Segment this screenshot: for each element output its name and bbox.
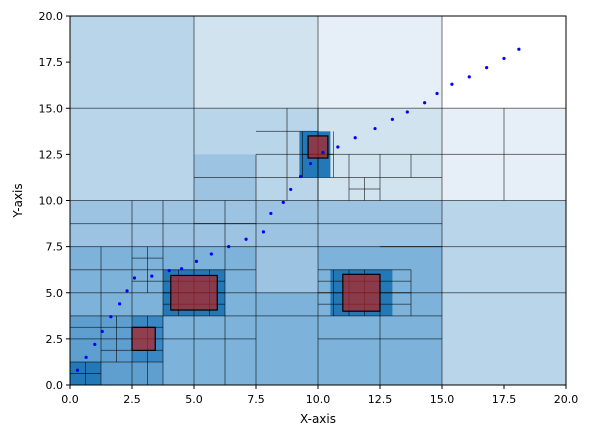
data-point bbox=[308, 162, 313, 166]
data-point bbox=[502, 56, 506, 61]
data-point bbox=[180, 267, 184, 271]
data-point bbox=[84, 355, 88, 359]
data-point bbox=[150, 274, 154, 278]
highlight-region bbox=[131, 326, 156, 352]
highlight-region bbox=[170, 274, 218, 311]
y-tick-label: 17.5 bbox=[39, 56, 64, 69]
data-point bbox=[209, 252, 213, 256]
x-tick-label: 17.5 bbox=[492, 393, 517, 406]
y-tick-label: 15.0 bbox=[39, 102, 64, 115]
data-point bbox=[373, 126, 377, 131]
density-cell bbox=[442, 16, 566, 109]
data-point bbox=[353, 136, 357, 140]
x-axis-label: X-axis bbox=[300, 412, 336, 426]
data-point bbox=[75, 368, 80, 372]
x-tick-label: 20.0 bbox=[554, 393, 579, 406]
data-point bbox=[244, 237, 248, 241]
x-axis-ticks: 0.0 2.5 5.0 7.5 10.0 12.5 15.0 17.5 20.0 bbox=[61, 385, 578, 406]
y-axis-ticks: 0.0 2.5 5.0 7.5 10.0 12.5 15.0 17.5 20.0 bbox=[39, 10, 70, 392]
data-point bbox=[435, 91, 439, 96]
data-point bbox=[405, 110, 409, 114]
data-point bbox=[485, 66, 489, 70]
x-tick-label: 7.5 bbox=[247, 393, 265, 406]
y-tick-label: 20.0 bbox=[39, 10, 64, 23]
data-point bbox=[321, 150, 325, 155]
data-point bbox=[132, 276, 137, 280]
y-tick-label: 7.5 bbox=[46, 241, 64, 254]
x-tick-label: 2.5 bbox=[123, 393, 141, 406]
data-point bbox=[299, 174, 303, 179]
data-point bbox=[194, 259, 199, 263]
data-point bbox=[261, 230, 266, 234]
x-tick-label: 15.0 bbox=[430, 393, 455, 406]
data-point bbox=[423, 101, 427, 105]
data-point bbox=[390, 117, 394, 121]
data-point bbox=[118, 302, 122, 306]
x-tick-label: 0.0 bbox=[61, 393, 79, 406]
density-cell bbox=[318, 16, 442, 109]
highlight-region bbox=[307, 135, 329, 159]
points-layer bbox=[75, 47, 521, 372]
highlight-region bbox=[342, 273, 381, 312]
data-point bbox=[100, 329, 104, 334]
data-point bbox=[467, 75, 471, 79]
x-tick-label: 12.5 bbox=[368, 393, 393, 406]
data-point bbox=[450, 82, 454, 86]
data-point bbox=[125, 289, 129, 293]
y-tick-label: 10.0 bbox=[39, 195, 64, 208]
data-point bbox=[336, 145, 340, 149]
density-cell bbox=[256, 292, 318, 385]
data-point bbox=[227, 245, 231, 249]
data-point bbox=[517, 47, 521, 51]
data-point bbox=[269, 211, 273, 216]
data-point bbox=[167, 269, 171, 273]
x-tick-label: 5.0 bbox=[185, 393, 203, 406]
density-cell bbox=[194, 16, 318, 109]
y-tick-label: 5.0 bbox=[46, 287, 64, 300]
x-tick-label: 10.0 bbox=[306, 393, 331, 406]
y-tick-label: 0.0 bbox=[46, 379, 64, 392]
data-point bbox=[109, 315, 113, 319]
highlights-layer bbox=[131, 135, 381, 352]
y-tick-label: 12.5 bbox=[39, 148, 64, 161]
data-point bbox=[93, 342, 97, 347]
data-point bbox=[281, 200, 285, 204]
y-axis-label: Y-axis bbox=[11, 183, 25, 218]
y-tick-label: 2.5 bbox=[46, 333, 64, 346]
data-point bbox=[289, 187, 293, 192]
